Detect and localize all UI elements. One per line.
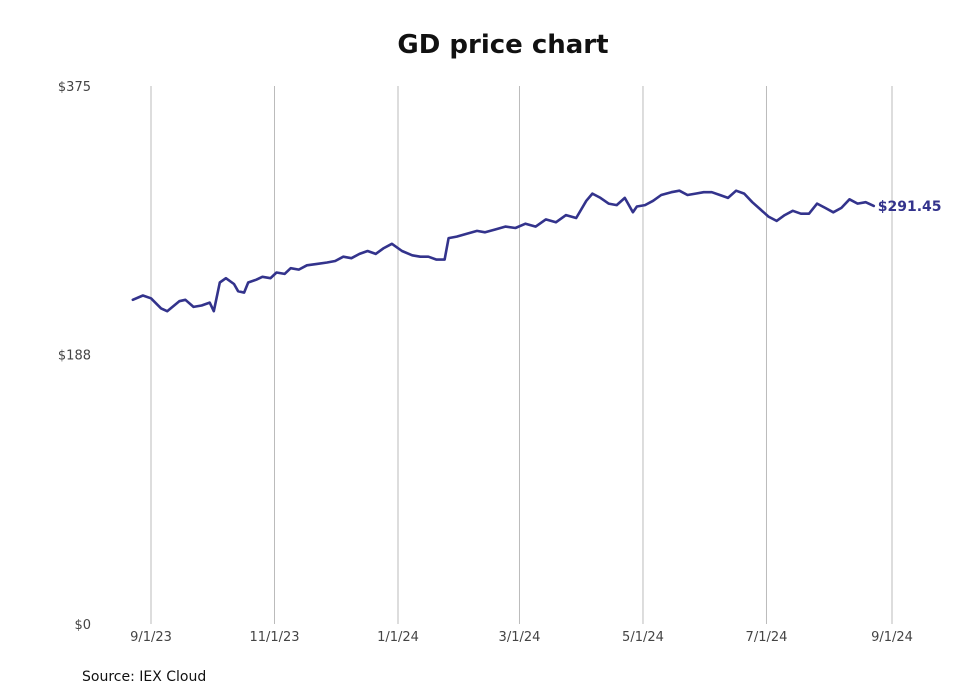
source-label: Source: IEX Cloud	[82, 669, 207, 685]
y-tick-label: $188	[58, 348, 91, 363]
y-tick-label: $375	[58, 80, 91, 95]
y-tick-labels: $0 $188 $375	[58, 80, 91, 633]
x-tick-label: 7/1/24	[746, 630, 788, 645]
annotation-layer: $291.45	[878, 199, 942, 215]
x-tick-label: 9/1/24	[871, 630, 913, 645]
price-line	[131, 189, 876, 313]
x-tick-label: 11/1/23	[249, 630, 299, 645]
x-tick-label: 9/1/23	[130, 630, 172, 645]
x-tick-label: 3/1/24	[499, 630, 541, 645]
x-tick-label: 1/1/24	[377, 630, 419, 645]
series-layer	[131, 189, 876, 313]
last-value-label: $291.45	[878, 199, 942, 215]
grid-lines	[150, 86, 893, 624]
y-tick-label: $0	[74, 618, 91, 633]
x-tick-labels: 9/1/23 11/1/23 1/1/24 3/1/24 5/1/24 7/1/24 9/1…	[130, 630, 913, 645]
x-tick-label: 5/1/24	[622, 630, 664, 645]
chart-title: GD price chart	[397, 30, 609, 60]
